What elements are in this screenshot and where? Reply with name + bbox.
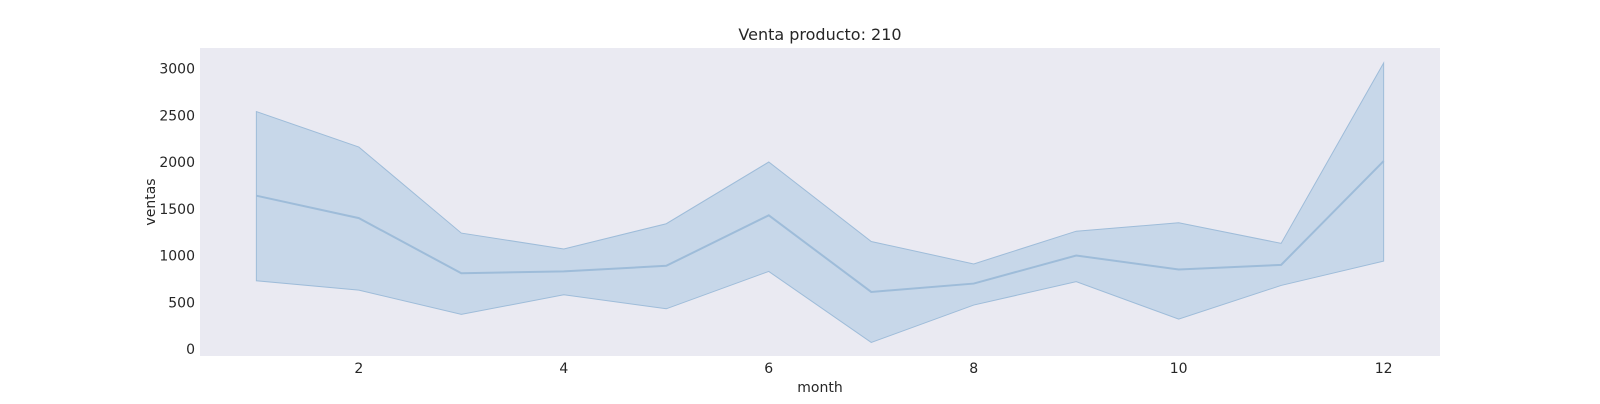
x-tick-labels: 2 4 6 8 10 12 — [354, 361, 1392, 377]
series-line — [256, 160, 1385, 293]
y-tick-label: 1500 — [159, 202, 195, 218]
x-tick-label: 12 — [1375, 361, 1393, 377]
y-axis-label: ventas — [143, 178, 159, 225]
y-tick-label: 500 — [168, 295, 195, 311]
x-tick-label: 6 — [764, 361, 773, 377]
y-tick-labels: 0 500 1000 1500 2000 2500 3000 — [159, 62, 195, 358]
x-tick-label: 4 — [559, 361, 568, 377]
x-tick-label: 8 — [969, 361, 978, 377]
y-tick-label: 1000 — [159, 249, 195, 265]
y-tick-label: 0 — [186, 342, 195, 358]
chart-title: Venta producto: 210 — [738, 25, 901, 44]
x-tick-label: 10 — [1170, 361, 1188, 377]
y-tick-label: 3000 — [159, 62, 195, 78]
y-tick-label: 2000 — [159, 155, 195, 171]
y-tick-label: 2500 — [159, 108, 195, 124]
series-line-layer — [256, 160, 1385, 293]
x-axis-label: month — [797, 380, 842, 396]
x-tick-label: 2 — [354, 361, 363, 377]
